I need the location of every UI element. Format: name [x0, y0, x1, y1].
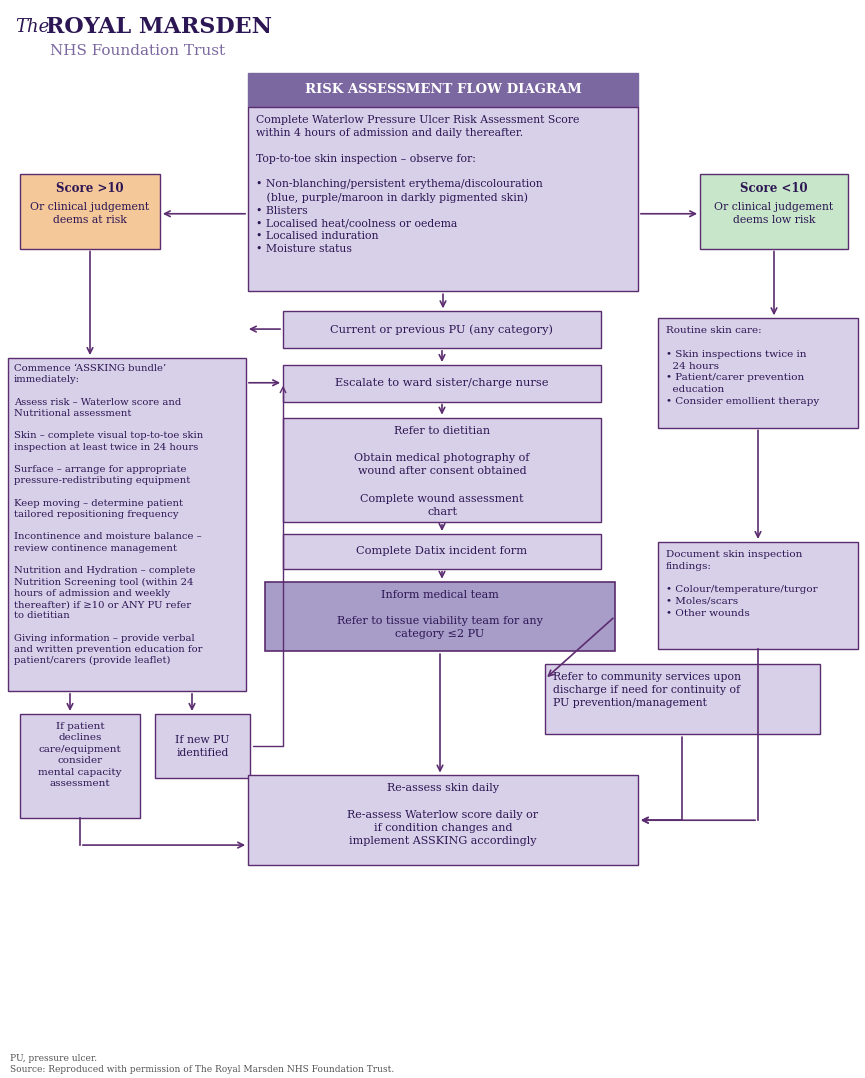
- Text: Escalate to ward sister/charge nurse: Escalate to ward sister/charge nurse: [336, 378, 548, 388]
- Bar: [248, 72, 638, 108]
- Text: Refer to dietitian

Obtain medical photography of
wound after consent obtained

: Refer to dietitian Obtain medical photog…: [355, 426, 529, 517]
- Text: Document skin inspection
findings:

• Colour/temperature/turgor
• Moles/scars
• : Document skin inspection findings: • Col…: [666, 550, 817, 618]
- Text: Inform medical team

Refer to tissue viability team for any
category ≤2 PU: Inform medical team Refer to tissue viab…: [337, 590, 543, 639]
- Text: Score >10: Score >10: [56, 182, 124, 195]
- Text: Complete Waterlow Pressure Ulcer Risk Assessment Score
within 4 hours of admissi: Complete Waterlow Pressure Ulcer Risk As…: [256, 115, 580, 254]
- Bar: [700, 174, 848, 249]
- Text: Current or previous PU (any category): Current or previous PU (any category): [330, 324, 554, 335]
- Text: PU, pressure ulcer.
Source: Reproduced with permission of The Royal Marsden NHS : PU, pressure ulcer. Source: Reproduced w…: [10, 1054, 394, 1074]
- Text: The: The: [15, 18, 49, 36]
- Bar: [658, 542, 858, 649]
- Text: If patient
declines
care/equipment
consider
mental capacity
assessment: If patient declines care/equipment consi…: [38, 722, 122, 788]
- Text: Routine skin care:

• Skin inspections twice in
  24 hours
• Patient/carer preve: Routine skin care: • Skin inspections tw…: [666, 327, 819, 406]
- Bar: [8, 358, 246, 691]
- Bar: [283, 417, 601, 522]
- Text: NHS Foundation Trust: NHS Foundation Trust: [50, 44, 225, 58]
- Bar: [283, 534, 601, 569]
- Bar: [20, 714, 140, 818]
- Text: Refer to community services upon
discharge if need for continuity of
PU preventi: Refer to community services upon dischar…: [553, 672, 741, 707]
- Bar: [545, 664, 820, 734]
- Bar: [248, 108, 638, 291]
- Bar: [155, 714, 250, 778]
- Bar: [283, 364, 601, 402]
- Text: Complete Datix incident form: Complete Datix incident form: [356, 547, 528, 556]
- Text: Or clinical judgement
deems at risk: Or clinical judgement deems at risk: [30, 202, 150, 225]
- Bar: [20, 174, 160, 249]
- Bar: [265, 582, 615, 651]
- Text: Commence ‘ASSKING bundle’
immediately:

Assess risk – Waterlow score and
Nutriti: Commence ‘ASSKING bundle’ immediately: A…: [14, 364, 203, 665]
- Bar: [283, 312, 601, 348]
- Text: RISK ASSESSMENT FLOW DIAGRAM: RISK ASSESSMENT FLOW DIAGRAM: [304, 83, 581, 96]
- Text: ROYAL MARSDEN: ROYAL MARSDEN: [46, 16, 272, 38]
- Text: Score <10: Score <10: [740, 182, 808, 195]
- Text: Or clinical judgement
deems low risk: Or clinical judgement deems low risk: [714, 202, 834, 225]
- Text: Re-assess skin daily

Re-assess Waterlow score daily or
if condition changes and: Re-assess skin daily Re-assess Waterlow …: [348, 784, 539, 846]
- Text: If new PU
identified: If new PU identified: [176, 735, 230, 758]
- Bar: [658, 318, 858, 428]
- Bar: [248, 775, 638, 865]
